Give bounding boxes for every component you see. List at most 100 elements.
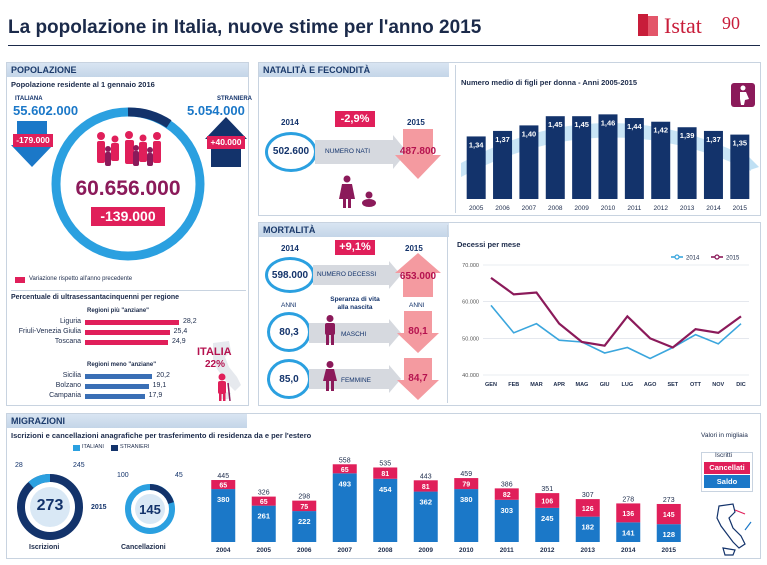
cancellati-label: 81 bbox=[422, 484, 430, 491]
region-value: 19,1 bbox=[152, 382, 167, 389]
femmine-label: FEMMINE bbox=[341, 377, 371, 384]
fertility-year-label: 2006 bbox=[495, 205, 510, 212]
nati-year-right: 2015 bbox=[407, 118, 425, 127]
legend-marker-2015 bbox=[714, 254, 720, 260]
month-label: DIC bbox=[736, 382, 746, 388]
fertility-bar-label: 1,46 bbox=[601, 118, 616, 127]
legend-label-2015: 2015 bbox=[726, 256, 740, 262]
iscrizioni-stra: 245 bbox=[73, 462, 85, 469]
fertility-year-label: 2014 bbox=[706, 205, 721, 212]
maschi-2014: 80,3 bbox=[279, 327, 299, 338]
decessi-change: +9,1% bbox=[335, 240, 375, 255]
gray-arrow-icon bbox=[313, 261, 401, 289]
down-arrow-red-icon bbox=[397, 311, 439, 353]
elderly-icon bbox=[218, 373, 231, 401]
region-bar bbox=[85, 384, 149, 389]
saldo-label: 141 bbox=[622, 528, 635, 537]
cancellati-bar bbox=[373, 467, 398, 479]
saldo-bar bbox=[616, 522, 641, 542]
saldo-bar bbox=[656, 524, 681, 542]
saldo-label: 261 bbox=[257, 512, 270, 521]
region-value: 20,2 bbox=[156, 372, 170, 379]
decessi-2014-circle bbox=[265, 257, 315, 293]
mig-year-label: 2013 bbox=[581, 547, 596, 554]
saldo-label: 182 bbox=[581, 523, 594, 532]
population-ring bbox=[51, 107, 205, 261]
month-label: LUG bbox=[622, 382, 634, 388]
legend-marker-2014 bbox=[674, 254, 680, 260]
cancellati-bar bbox=[211, 480, 236, 490]
page-title: La popolazione in Italia, nuove stime pe… bbox=[8, 17, 482, 38]
saldo-label: 454 bbox=[379, 485, 392, 494]
cancellati-bar bbox=[616, 503, 641, 523]
nati-2014-circle bbox=[265, 132, 317, 172]
saldo-label: 493 bbox=[338, 479, 351, 488]
regions-title: Percentuale di ultrasessantacinquenni pe… bbox=[11, 294, 180, 301]
italia-label: ITALIA bbox=[197, 346, 232, 358]
speranza-label: Speranza di vita alla nascita bbox=[330, 296, 380, 311]
saldo-bar bbox=[413, 491, 438, 542]
iscritti-total-label: 326 bbox=[258, 490, 270, 497]
month-label: APR bbox=[553, 382, 565, 388]
variazione-legend: Variazione rispetto all'anno precedente bbox=[29, 276, 133, 282]
fertility-year-label: 2011 bbox=[627, 205, 641, 212]
female-icon bbox=[323, 361, 337, 391]
mig-year-label: 2009 bbox=[419, 547, 434, 554]
deaths-line-chart: 70.000 60.000 50.000 40.000 GEN FEB MAR APR MAG G… bbox=[462, 254, 749, 388]
popolazione-header: POPOLAZIONE bbox=[7, 63, 248, 77]
y-tick-label: 70.000 bbox=[462, 263, 479, 269]
legend-saldo: Saldo bbox=[704, 475, 750, 488]
mortalita-panel: MORTALITÀ 2014 2015 +9,1% 598.000 NUMERO… bbox=[258, 222, 761, 406]
month-label: GEN bbox=[485, 382, 497, 388]
saldo-bar bbox=[373, 478, 398, 542]
istat-logo: Istat 90 bbox=[638, 12, 760, 42]
italiana-label: ITALIANA bbox=[15, 96, 43, 102]
month-label: OTT bbox=[690, 382, 702, 388]
decessi-label: NUMERO DECESSI bbox=[317, 271, 377, 278]
mig-year-label: 2015 bbox=[662, 547, 677, 554]
fertility-bar bbox=[651, 121, 671, 199]
cancellati-bar bbox=[413, 480, 438, 492]
decessi-2015: 653.000 bbox=[399, 271, 437, 282]
region-name: Bolzano bbox=[55, 382, 81, 389]
cancellati-label: 75 bbox=[300, 504, 308, 511]
fertility-bar-label: 1,45 bbox=[548, 120, 563, 129]
iscritti-total-label: 558 bbox=[339, 457, 351, 464]
decessi-year-right: 2015 bbox=[405, 244, 423, 253]
mig-year-label: 2010 bbox=[459, 547, 474, 554]
cancellati-bar bbox=[494, 488, 519, 500]
fertility-year-label: 2013 bbox=[680, 205, 695, 212]
saldo-label: 245 bbox=[541, 514, 554, 523]
fertility-chart-title: Numero medio di figli per donna - Anni 2… bbox=[461, 78, 638, 87]
fertility-year-label: 2005 bbox=[469, 205, 484, 212]
male-icon bbox=[325, 315, 335, 345]
iscrizioni-ital: 28 bbox=[15, 462, 23, 469]
nati-2014: 502.600 bbox=[272, 146, 310, 157]
cancellati-bar bbox=[251, 496, 276, 506]
region-name: Friuli-Venezia Giulia bbox=[18, 328, 81, 335]
saldo-label: 380 bbox=[460, 495, 473, 504]
popolazione-subtitle: Popolazione residente al 1 gennaio 2016 bbox=[11, 80, 155, 89]
iscritti-total-label: 459 bbox=[460, 471, 472, 478]
legend-box bbox=[701, 452, 753, 492]
fertility-bar bbox=[493, 130, 513, 199]
valori-label: Valori in migliaia bbox=[701, 432, 748, 439]
cancellati-label: 126 bbox=[582, 506, 594, 513]
mig-year-label: 2014 bbox=[621, 547, 636, 554]
femmine-2015: 84,7 bbox=[408, 373, 428, 384]
fertility-bar-label: 1,37 bbox=[495, 135, 510, 144]
fertility-bar-label: 1,40 bbox=[522, 129, 537, 138]
fertility-year-label: 2012 bbox=[653, 205, 668, 212]
y-tick-label: 40.000 bbox=[462, 373, 479, 379]
femmine-2014: 85,0 bbox=[279, 374, 299, 385]
population-total-change: -139.000 bbox=[91, 207, 165, 226]
population-total: 60.656.000 bbox=[75, 177, 181, 200]
month-label: SET bbox=[667, 382, 678, 388]
iscritti-total-label: 273 bbox=[663, 497, 675, 504]
fertility-year-label: 2007 bbox=[522, 205, 537, 212]
fertility-bar bbox=[624, 118, 644, 199]
iscrizioni-donut bbox=[17, 473, 83, 540]
series-line-2014 bbox=[490, 304, 742, 360]
popolazione-panel: POPOLAZIONE Popolazione residente al 1 g… bbox=[6, 62, 252, 406]
cancellati-label: 65 bbox=[341, 467, 349, 474]
